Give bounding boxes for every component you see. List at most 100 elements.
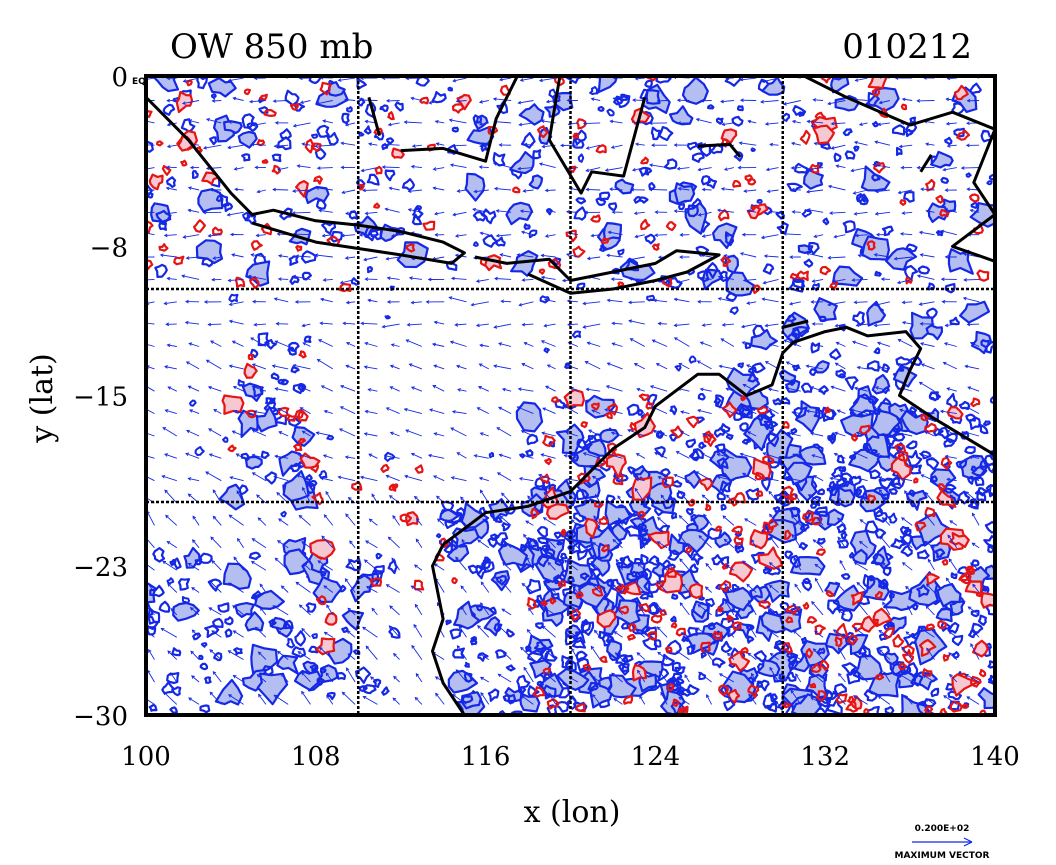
title-right: 010212: [842, 27, 972, 67]
wind-vector: [566, 211, 578, 213]
wind-vector-head: [723, 538, 728, 543]
coastline: [146, 96, 466, 265]
wind-vector: [415, 538, 423, 549]
wind-vector-head: [792, 630, 797, 634]
wind-vector-head: [964, 674, 969, 678]
wind-vector: [474, 454, 489, 459]
wind-vector-head: [274, 340, 279, 344]
wind-vector-head: [544, 188, 549, 193]
wind-vector: [146, 475, 155, 482]
wind-vector: [704, 648, 712, 660]
wind-vector: [277, 651, 289, 660]
positive-ow-contour: [289, 102, 300, 111]
wind-vector: [386, 584, 400, 593]
wind-vector-head: [211, 630, 216, 634]
wind-vector: [898, 673, 913, 683]
wind-vector-head: [187, 385, 192, 389]
negative-ow-contour: [714, 443, 726, 454]
negative-ow-contour: [729, 306, 739, 315]
negative-ow-contour: [700, 175, 711, 186]
wind-vector-head: [235, 453, 240, 457]
wind-vector-head: [323, 514, 328, 518]
wind-vector: [879, 649, 891, 660]
wind-vector-head: [741, 341, 746, 345]
wind-vector-head: [857, 253, 862, 258]
wind-vector: [227, 211, 244, 216]
wind-vector-head: [164, 365, 168, 369]
wind-vector: [480, 581, 490, 593]
negative-ow-contour: [870, 409, 901, 436]
wind-vector-head: [582, 301, 587, 306]
wind-vector: [612, 342, 623, 347]
negative-ow-contour: [516, 674, 531, 689]
negative-ow-contour: [698, 595, 705, 601]
wind-vector-head: [920, 187, 924, 192]
wind-vector: [769, 584, 779, 593]
wind-vector-head: [207, 322, 212, 327]
negative-ow-contour: [536, 680, 544, 689]
wind-vector-head: [654, 452, 659, 456]
negative-ow-contour: [550, 592, 560, 601]
positive-ow-contour: [414, 464, 424, 474]
wind-vector-head: [347, 653, 352, 657]
negative-ow-contour: [671, 672, 683, 683]
positive-ow-contour: [380, 463, 390, 473]
wind-vector-head: [677, 186, 682, 191]
wind-vector: [252, 538, 267, 549]
wind-vector: [502, 651, 512, 660]
wind-vector: [300, 407, 311, 414]
wind-vector: [165, 409, 177, 415]
wind-vector-head: [626, 257, 631, 262]
wind-vector: [406, 339, 423, 347]
wind-vector-head: [701, 432, 706, 437]
wind-vector-head: [854, 78, 859, 82]
wind-vector-head: [783, 339, 788, 343]
wind-vector: [228, 582, 244, 593]
positive-ow-contour: [537, 125, 549, 139]
positive-ow-contour: [851, 433, 859, 442]
wind-vector-head: [769, 536, 774, 541]
wind-vector-head: [416, 517, 420, 522]
positive-ow-contour: [814, 624, 826, 635]
negative-ow-contour: [599, 428, 620, 444]
wind-vector: [278, 278, 289, 280]
negative-ow-contour: [158, 600, 171, 613]
wind-vector-head: [678, 533, 682, 538]
wind-vector-head: [919, 342, 924, 346]
negative-ow-contour: [661, 653, 675, 667]
positive-ow-contour: [679, 708, 687, 714]
wind-vector-head: [880, 432, 885, 437]
wind-vector-head: [228, 319, 233, 324]
wind-vector: [434, 432, 445, 437]
negative-ow-contour: [509, 151, 535, 175]
wind-vector: [879, 536, 891, 549]
x-tick-label: 140: [970, 742, 1020, 772]
negative-ow-contour: [667, 680, 680, 692]
negative-ow-contour: [237, 379, 245, 388]
wind-vector: [390, 386, 400, 392]
wind-vector-head: [585, 146, 590, 150]
wind-vector-head: [455, 99, 460, 103]
wind-vector: [920, 254, 935, 258]
wind-vector-head: [457, 388, 462, 392]
wind-vector-head: [254, 626, 259, 631]
wind-vector-head: [856, 581, 861, 586]
wind-vector-head: [526, 556, 530, 561]
wind-vector: [482, 518, 490, 526]
wind-vector-head: [435, 142, 440, 146]
wind-vector: [739, 142, 757, 146]
wind-vector-head: [187, 493, 192, 498]
wind-vector-head: [611, 672, 615, 677]
wind-vector-head: [292, 189, 296, 193]
wind-vector-head: [292, 274, 297, 279]
wind-vector: [747, 431, 757, 437]
wind-vector-head: [742, 560, 746, 564]
wind-vector-head: [716, 475, 721, 480]
wind-vector: [521, 430, 534, 437]
wind-vector: [835, 323, 846, 327]
positive-ow-contour: [645, 402, 654, 410]
negative-ow-contour: [900, 544, 913, 557]
wind-vector-head: [850, 408, 855, 413]
negative-ow-contour: [309, 663, 319, 672]
wind-vector: [299, 515, 311, 526]
